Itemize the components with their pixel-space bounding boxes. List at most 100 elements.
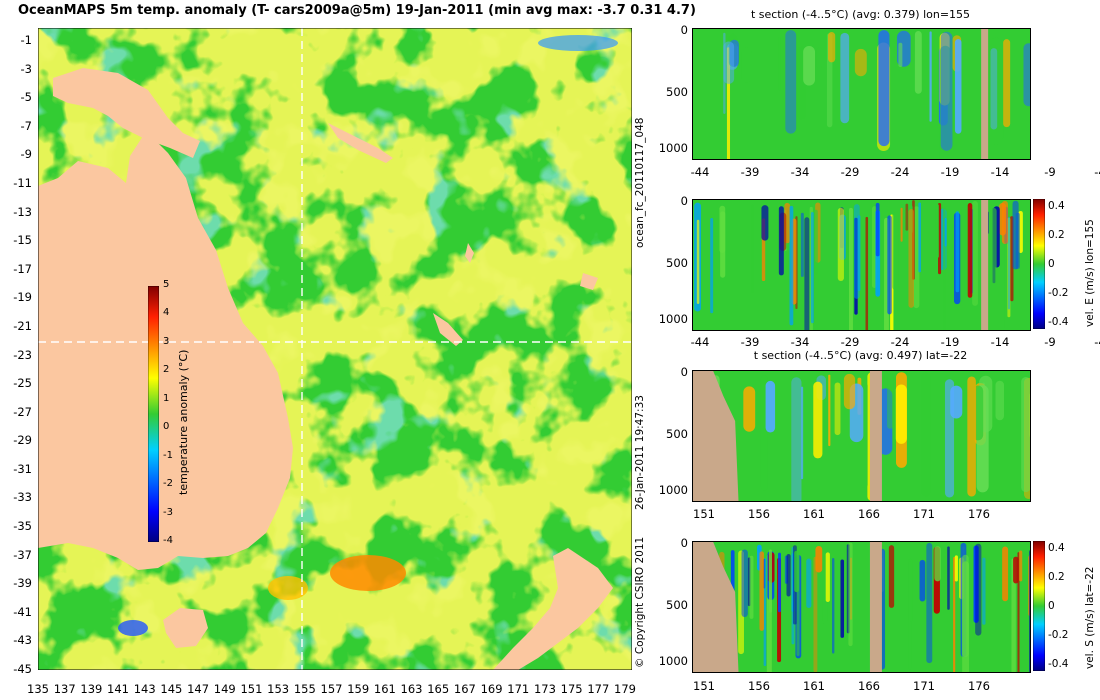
vanuatu-land (465, 243, 474, 263)
depth-tick-label: 1000 (658, 312, 688, 326)
section-streak (814, 209, 818, 275)
section-x-tick-label: 156 (748, 507, 770, 521)
section-streak (989, 37, 1004, 145)
section-x-tick-label: -29 (840, 335, 860, 349)
longitude-tick-label: 155 (293, 682, 316, 696)
section-streak (892, 212, 899, 290)
velocity-colorbar-tick: -0.4 (1048, 658, 1069, 670)
section-streak (778, 552, 781, 613)
section-streak (913, 206, 920, 309)
colorbar-tick-label: 4 (163, 307, 170, 319)
section-streak (921, 372, 931, 497)
longitude-tick-label: 139 (80, 682, 103, 696)
section-streak (908, 209, 914, 308)
section-streak (804, 217, 810, 330)
longitude-tick-label: 151 (240, 682, 263, 696)
latitude-tick-label: -23 (13, 347, 32, 362)
tasmania-land (163, 608, 208, 648)
temperature-section-panel[interactable] (692, 370, 1031, 502)
section-streak (857, 215, 861, 291)
velocity-colorbar-tick: 0 (1048, 258, 1055, 270)
solomon-islands-land (328, 123, 393, 163)
section-streak (954, 555, 958, 582)
longitude-tick-label: 153 (267, 682, 290, 696)
section-streak (914, 31, 922, 94)
section-x-tick-label: 171 (913, 679, 935, 693)
section-streak (878, 30, 890, 147)
section-x-tick-label: -14 (990, 335, 1010, 349)
longitude-tick-label: 173 (533, 682, 556, 696)
section-streak (926, 542, 933, 664)
section-x-tick-label: -39 (740, 165, 760, 179)
velocity-section-panel[interactable] (692, 199, 1031, 331)
longitude-tick-label: 141 (107, 682, 129, 696)
land-mask (869, 371, 882, 501)
section-x-tick-label: -24 (890, 335, 910, 349)
latitude-tick-label: -37 (13, 547, 32, 562)
section-streak (875, 202, 880, 257)
section-streak (1012, 200, 1019, 270)
section-streak (955, 211, 960, 293)
section-x-tick-label: -4 (1094, 335, 1100, 349)
latitude-tick-label: -3 (20, 61, 32, 76)
section-streak (895, 384, 907, 444)
section-x-tick-label: 151 (693, 507, 715, 521)
temperature-section-panel[interactable] (692, 28, 1031, 160)
section-x-tick-label: -39 (740, 335, 760, 349)
section-streak (815, 545, 823, 573)
latitude-tick-label: -35 (13, 519, 32, 534)
section-streak (961, 207, 966, 261)
section-streak (1023, 43, 1030, 107)
latitude-tick-label: -41 (13, 604, 32, 619)
section-streak (950, 385, 963, 419)
section-streak (828, 374, 831, 447)
longitude-tick-label: 161 (373, 682, 396, 696)
section-streak (825, 552, 830, 603)
section-streak (840, 559, 845, 638)
depth-tick-label: 1000 (658, 141, 688, 155)
depth-tick-label: 0 (680, 23, 688, 37)
section-streak (982, 557, 986, 625)
temperature-anomaly-map[interactable] (38, 28, 632, 670)
longitude-tick-label: 157 (320, 682, 343, 696)
velocity-colorbar (1032, 198, 1046, 330)
run-id-label: ocean_fc_20110117_048 (634, 117, 646, 248)
section-streak (696, 219, 700, 304)
longitude-tick-label: 167 (453, 682, 476, 696)
section-streak (1011, 558, 1016, 672)
australia-land (38, 133, 293, 570)
latitude-tick-label: -43 (13, 633, 32, 648)
section-x-tick-label: -24 (890, 165, 910, 179)
section-streak (743, 386, 756, 432)
velocity-colorbar-tick: -0.4 (1048, 316, 1069, 328)
copyright-label: © Copyright CSIRO 2011 (634, 536, 646, 668)
section-streak (967, 376, 976, 497)
section-streak (741, 549, 748, 618)
velocity-colorbar-label: vel. S (m/s) lat=-22 (1084, 566, 1096, 669)
section-streak (723, 41, 735, 84)
longitude-tick-label: 143 (133, 682, 156, 696)
section-streak (1013, 556, 1019, 584)
longitude-tick-label: 137 (53, 682, 76, 696)
velocity-colorbar-tick: 0 (1048, 600, 1055, 612)
section-streak (1001, 200, 1008, 245)
section-streak (962, 561, 970, 672)
section-streak (940, 31, 953, 151)
longitude-tick-label: 177 (587, 682, 610, 696)
section-x-tick-label: -9 (1044, 165, 1056, 179)
section-streak (853, 204, 860, 299)
section-streak (995, 380, 1005, 421)
section-streak (972, 201, 978, 306)
section-streak (908, 561, 912, 670)
section-streak (741, 47, 752, 83)
section-x-tick-label: 161 (803, 679, 825, 693)
velocity-section-panel[interactable] (692, 541, 1031, 673)
section-streak (723, 32, 726, 114)
land-mask (981, 29, 989, 159)
section-streak (843, 373, 856, 410)
section-streak (729, 39, 739, 67)
section-streak (768, 549, 772, 613)
colorbar-label: temperature anomaly (°C) (177, 349, 190, 495)
section-x-tick-label: 176 (968, 507, 990, 521)
colorbar-tick-label: 1 (163, 392, 170, 404)
